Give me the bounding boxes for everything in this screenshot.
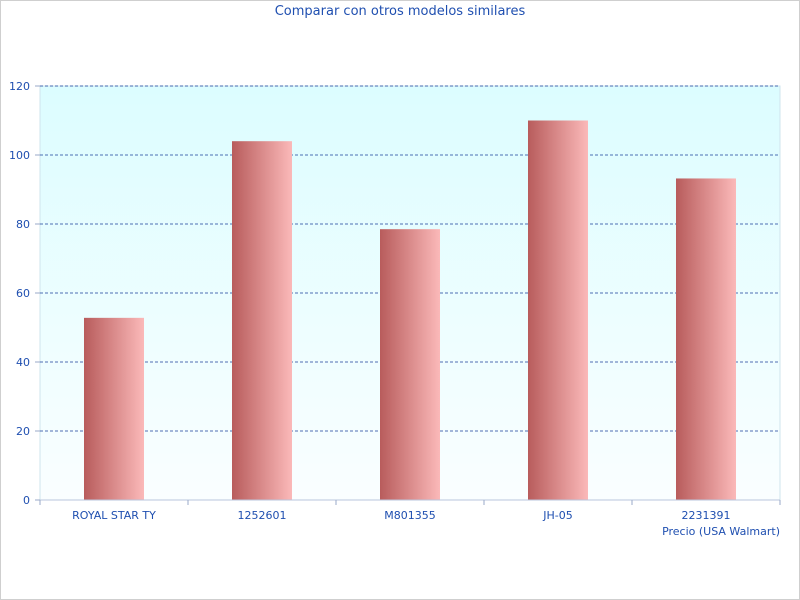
chart-title: Comparar con otros modelos similares — [274, 4, 526, 19]
x-tick-label: 1252601 — [238, 509, 287, 522]
y-tick-label: 40 — [16, 356, 30, 369]
bars — [84, 120, 736, 501]
x-axis-label: Precio (USA Walmart) — [662, 525, 780, 538]
y-tick-label: 20 — [16, 425, 30, 438]
y-tick-label: 0 — [23, 494, 30, 507]
y-tick-label: 60 — [16, 287, 30, 300]
axes: 0 20 40 60 80 100 120 ROYAL STAR TY 1252601 M8013… — [9, 80, 781, 522]
x-tick-label: ROYAL STAR TY — [72, 509, 156, 522]
x-tick-label: M801355 — [384, 509, 435, 522]
bar — [528, 120, 588, 500]
y-tick-label: 100 — [9, 149, 30, 162]
bar — [676, 178, 736, 500]
y-tick-label: 80 — [16, 218, 30, 231]
x-tick-label: 2231391 — [682, 509, 731, 522]
bar — [232, 141, 292, 500]
y-tick-label: 120 — [9, 80, 30, 93]
x-tick-label: JH-05 — [542, 509, 572, 522]
bar — [380, 229, 440, 501]
bar — [84, 317, 144, 500]
